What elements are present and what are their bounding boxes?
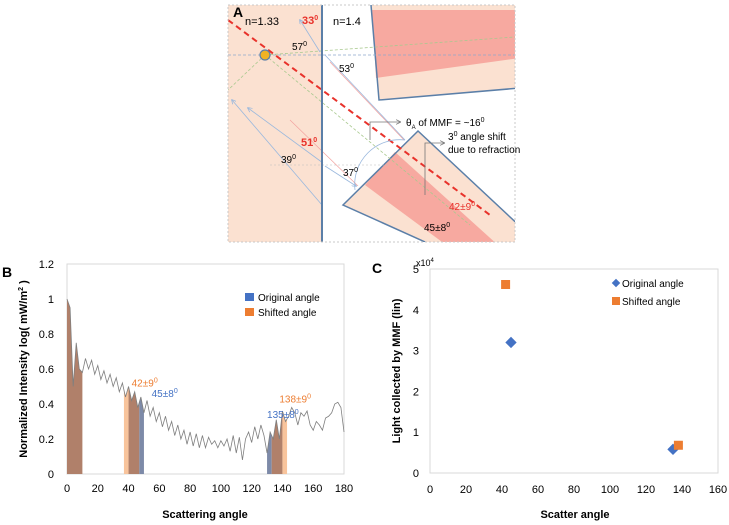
x-tick-label: 80 xyxy=(568,484,580,496)
y-multiplier: x104 xyxy=(416,258,435,268)
legend-swatch-original xyxy=(245,293,254,301)
x-tick-label: 20 xyxy=(460,484,472,496)
y-tick-label: 5 xyxy=(413,264,419,276)
x-tick-label: 120 xyxy=(637,484,655,496)
y-tick-label: 0.4 xyxy=(39,399,54,411)
original-angle-label: 45±80 xyxy=(424,222,450,234)
y-tick-label: 1 xyxy=(413,427,419,439)
legend: Original angle Shifted angle xyxy=(245,293,320,319)
top-fiber xyxy=(370,5,515,101)
y-tick-label: 3 xyxy=(413,346,419,358)
legend-marker-original xyxy=(611,278,621,288)
x-tick-label: 180 xyxy=(335,483,353,495)
angle-51-label: 510 xyxy=(301,137,317,149)
angle-37-label: 370 xyxy=(343,167,358,179)
band-annotation: 45±80 xyxy=(152,388,178,400)
x-tick-label: 140 xyxy=(273,483,291,495)
x-tick-label: 160 xyxy=(709,484,727,496)
angle-33-label: 330 xyxy=(302,15,318,27)
x-tick-label: 140 xyxy=(673,484,691,496)
band-annotation: 138±90 xyxy=(279,393,311,405)
acceptance-angle-note: θA of MMF = ~160 xyxy=(406,117,485,131)
x-axis-title: Scatter angle xyxy=(540,509,609,521)
shifted-band xyxy=(282,411,288,474)
water-medium xyxy=(228,5,322,242)
band-annotation: 42±90 xyxy=(132,378,158,390)
x-axis-title: Scattering angle xyxy=(162,509,248,521)
shifted-band xyxy=(123,386,129,474)
y-tick-label: 0 xyxy=(413,468,419,480)
x-tick-label: 60 xyxy=(153,483,165,495)
n-fiber-label: n=1.4 xyxy=(333,16,361,28)
overlap-band xyxy=(67,299,83,474)
x-tick-label: 0 xyxy=(64,483,70,495)
point-shifted xyxy=(673,440,683,450)
y-axis-title: Light collected by MMF (lin) xyxy=(391,298,403,443)
band-annotation: 135±80 xyxy=(267,409,299,421)
legend-label-shifted: Shifted angle xyxy=(622,297,681,308)
point-shifted xyxy=(501,280,511,290)
plot-area xyxy=(429,268,719,474)
x-tick-label: 40 xyxy=(122,483,134,495)
x-tick-label: 0 xyxy=(427,484,433,496)
y-tick-label: 4 xyxy=(413,305,419,317)
x-tick-label: 120 xyxy=(242,483,260,495)
particle-icon xyxy=(259,49,271,61)
x-tick-label: 100 xyxy=(212,483,230,495)
legend: Original angle Shifted angle xyxy=(611,278,684,308)
overlap-band xyxy=(271,411,283,474)
angle-57-label: 570 xyxy=(292,41,307,53)
panel-a-label: A xyxy=(233,4,243,20)
legend-marker-shifted xyxy=(612,297,620,305)
intensity-curve xyxy=(66,298,345,461)
original-band xyxy=(267,432,272,474)
angle-53-label: 530 xyxy=(339,63,354,75)
y-tick-label: 0.6 xyxy=(39,364,54,376)
angle-39-label: 390 xyxy=(281,154,296,166)
y-tick-label: 0.8 xyxy=(39,329,54,341)
panel-b-label: B xyxy=(2,264,12,280)
original-band xyxy=(139,397,144,474)
legend-label-shifted: Shifted angle xyxy=(258,308,317,319)
overlap-band xyxy=(128,386,140,474)
scattering-ray xyxy=(228,19,491,216)
x-tick-label: 40 xyxy=(496,484,508,496)
x-tick-label: 80 xyxy=(184,483,196,495)
n-water-label: n=1.33 xyxy=(245,16,279,28)
y-tick-label: 0 xyxy=(48,469,54,481)
y-tick-label: 1.2 xyxy=(39,259,54,271)
panel-c-label: C xyxy=(372,260,382,276)
shift-note-line1: 30 angle shift xyxy=(448,131,506,143)
legend-label-original: Original angle xyxy=(622,279,684,290)
mmf-fiber xyxy=(341,129,515,242)
legend-label-original: Original angle xyxy=(258,293,320,304)
y-tick-label: 0.2 xyxy=(39,434,54,446)
x-tick-label: 100 xyxy=(601,484,619,496)
x-tick-label: 60 xyxy=(532,484,544,496)
shift-note-line2: due to refraction xyxy=(448,145,520,156)
y-axis-title: Normalized Intensity log( mW/m2 ) xyxy=(18,280,30,458)
shifted-angle-label: 42±90 xyxy=(449,201,475,213)
x-tick-label: 160 xyxy=(304,483,322,495)
y-tick-label: 2 xyxy=(413,386,419,398)
y-tick-label: 1 xyxy=(48,294,54,306)
x-tick-label: 20 xyxy=(92,483,104,495)
legend-swatch-shifted xyxy=(245,308,254,316)
point-original xyxy=(505,336,517,349)
